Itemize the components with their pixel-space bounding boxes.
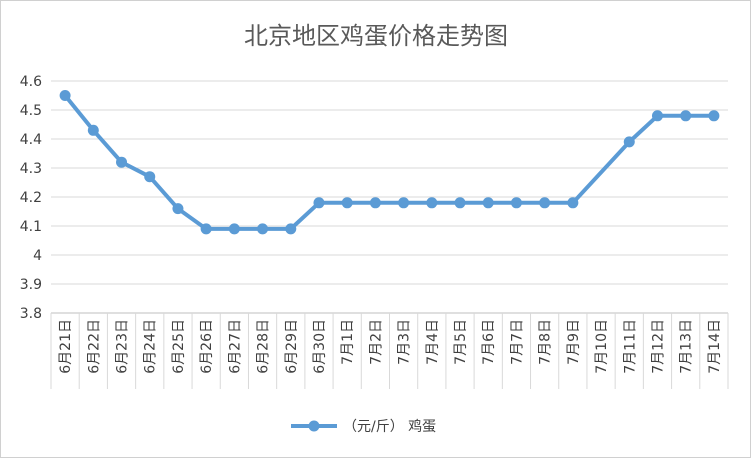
data-point	[228, 223, 240, 235]
data-point	[116, 156, 128, 168]
data-point	[454, 197, 466, 209]
y-tick-label: 4.2	[20, 190, 42, 206]
legend-label: （元/斤） 鸡蛋	[343, 418, 436, 435]
x-tick-label: 6月29日	[284, 319, 300, 374]
data-point	[285, 223, 297, 235]
x-tick-label: 7月12日	[650, 319, 666, 374]
x-tick-label: 7月9日	[566, 319, 582, 365]
x-tick-label: 6月26日	[199, 319, 215, 374]
data-point	[369, 197, 381, 209]
x-tick-label: 6月23日	[115, 319, 131, 374]
x-tick-label: 7月14日	[707, 319, 723, 374]
data-point	[623, 136, 635, 148]
data-point	[651, 110, 663, 122]
y-tick-label: 4	[33, 248, 42, 264]
data-point	[426, 197, 438, 209]
x-tick-label: 7月5日	[453, 319, 469, 365]
x-tick-label: 7月1日	[340, 319, 356, 365]
data-point	[680, 110, 692, 122]
data-point	[87, 124, 99, 136]
x-tick-label: 7月13日	[679, 319, 695, 374]
data-point	[510, 197, 522, 209]
y-tick-labels: 3.8 3.9 4 4.1 4.2 4.3 4.4 4.5 4.6	[20, 74, 42, 322]
data-point	[200, 223, 212, 235]
axes	[50, 312, 729, 389]
x-tick-labels: 6月21日 6月22日 6月23日 6月24日 6月25日 6月26日 6月27日 6月28日…	[58, 319, 723, 374]
x-tick-label: 6月25日	[171, 319, 187, 374]
data-point	[539, 197, 551, 209]
y-tick-label: 3.8	[20, 306, 42, 322]
data-point	[567, 197, 579, 209]
series-group	[59, 90, 720, 235]
y-tick-label: 4.5	[20, 103, 42, 119]
x-tick-label: 6月27日	[227, 319, 243, 374]
x-tick-label: 6月21日	[58, 319, 74, 374]
y-tick-label: 4.6	[20, 74, 42, 90]
data-point	[313, 197, 325, 209]
data-point	[482, 197, 494, 209]
data-point	[398, 197, 410, 209]
data-point	[144, 171, 156, 183]
grid-lines	[51, 80, 728, 285]
x-tick-label: 7月2日	[368, 319, 384, 365]
x-tick-label: 7月4日	[425, 319, 441, 365]
data-point	[59, 90, 71, 101]
x-tick-label: 7月7日	[509, 319, 525, 365]
x-tick-label: 7月11日	[622, 319, 638, 374]
x-tick-label: 6月24日	[143, 319, 159, 374]
x-tick-label: 6月22日	[86, 319, 102, 374]
x-tick-label: 7月10日	[594, 319, 610, 374]
y-tick-label: 4.3	[20, 161, 42, 177]
data-point	[708, 110, 720, 122]
x-tick-label: 7月3日	[397, 319, 413, 365]
legend: （元/斤） 鸡蛋	[291, 418, 436, 435]
data-point	[257, 223, 269, 235]
x-tick-label: 6月28日	[256, 319, 272, 374]
y-tick-label: 4.4	[20, 132, 42, 148]
x-tick-label: 7月6日	[481, 319, 497, 365]
y-tick-label: 4.1	[20, 219, 42, 235]
chart-title: 北京地区鸡蛋价格走势图	[244, 22, 508, 50]
y-tick-label: 3.9	[20, 277, 42, 293]
legend-marker-swatch	[308, 420, 320, 432]
data-point	[172, 203, 184, 215]
x-tick-label: 7月8日	[538, 319, 554, 365]
x-tick-label: 6月30日	[312, 319, 328, 374]
series-line	[63, 93, 716, 231]
data-point	[341, 197, 353, 209]
